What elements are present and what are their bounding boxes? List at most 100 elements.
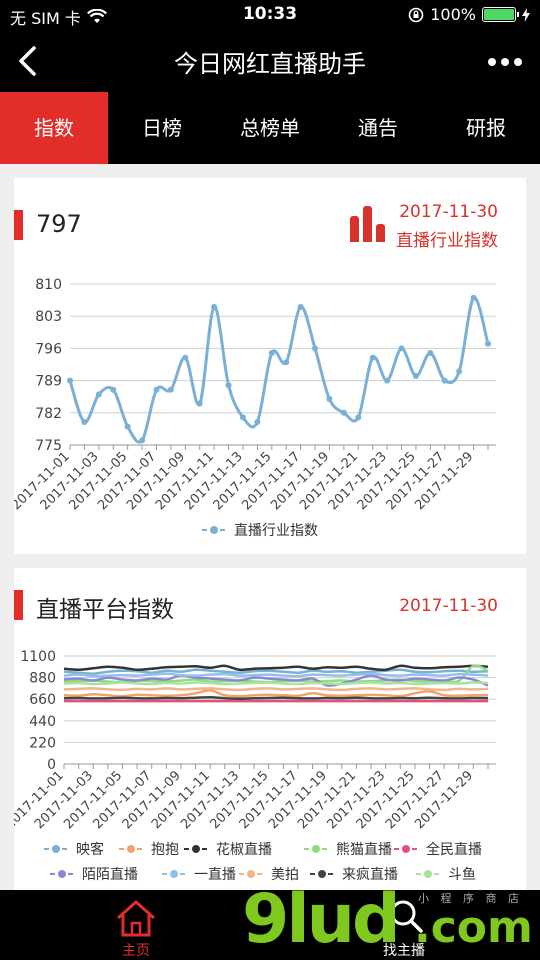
more-dots-icon[interactable] <box>488 58 522 66</box>
data-point <box>412 373 419 379</box>
platform-date: 2017-11-30 <box>399 596 498 616</box>
page-title: 今日网红直播助手 <box>174 50 366 78</box>
data-point <box>153 386 160 393</box>
legend-item[interactable]: 映客 <box>44 841 104 858</box>
data-point <box>470 294 477 301</box>
legend-item[interactable]: 陌陌直播 <box>50 866 138 883</box>
legend-marker <box>210 526 218 534</box>
find-anchor-label: 找主播 <box>383 943 425 959</box>
legend-marker <box>127 845 135 853</box>
industry-index-card: 797 2017-11-30 直播行业指数 775 782 789 796 803 810… <box>14 178 526 554</box>
tab-notice[interactable]: 通告 <box>358 116 398 140</box>
data-point <box>340 409 347 416</box>
platform-index-card: 直播平台指数 2017-11-30 0 220 440 660 880 1100 2017-… <box>14 568 526 898</box>
platform-title: 直播平台指数 <box>36 597 174 623</box>
y-tick-label: 440 <box>29 714 56 730</box>
tab-daily[interactable]: 日榜 <box>142 116 182 140</box>
legend-item[interactable]: 美拍 <box>239 867 299 883</box>
series-line <box>63 672 489 678</box>
y-tick-label: 789 <box>35 374 62 390</box>
tab-report[interactable]: 研报 <box>466 116 506 140</box>
legend-item[interactable]: 全民直播 <box>394 841 482 858</box>
home-tab[interactable]: 主页 <box>96 890 176 960</box>
industry-index-value: 797 <box>36 210 82 238</box>
series-line <box>63 695 489 700</box>
legend-label: 陌陌直播 <box>82 866 138 883</box>
series-line <box>68 296 490 444</box>
industry-date: 2017-11-30 <box>399 202 498 222</box>
legend-marker <box>247 870 255 878</box>
data-point <box>239 414 246 421</box>
tab-bar: 指数 日榜 总榜单 通告 研报 <box>0 92 540 164</box>
y-tick-label: 803 <box>35 309 62 325</box>
data-point <box>67 377 73 384</box>
data-point <box>110 386 117 393</box>
chevron-left-icon[interactable] <box>14 44 44 78</box>
legend-label: 一直播 <box>194 866 236 883</box>
data-point <box>441 377 448 384</box>
legend-label: 斗鱼 <box>448 866 476 883</box>
legend-item[interactable]: 来疯直播 <box>310 866 398 883</box>
legend-label: 熊猫直播 <box>336 841 392 858</box>
accent-bar <box>14 210 23 240</box>
y-tick-label: 220 <box>29 735 56 751</box>
rotation-lock-icon <box>408 7 424 22</box>
y-tick-label: 782 <box>35 406 62 422</box>
data-point <box>95 391 102 398</box>
data-point <box>196 400 203 407</box>
series-line <box>63 689 489 698</box>
data-point <box>81 419 88 425</box>
accent-bar <box>14 590 23 620</box>
data-point <box>182 354 189 361</box>
legend-item[interactable]: 熊猫直播 <box>304 841 392 858</box>
data-point <box>485 340 491 347</box>
legend-item[interactable]: 直播行业指数 <box>202 522 318 539</box>
legend-label: 直播行业指数 <box>234 522 318 539</box>
battery-percent: 100% <box>430 5 476 24</box>
data-point <box>456 368 463 375</box>
series-line <box>63 681 489 686</box>
legend-item[interactable]: 斗鱼 <box>416 866 476 883</box>
search-icon <box>390 900 423 933</box>
bar-chart-icon <box>350 206 388 242</box>
status-bar: 无 SIM 卡 10:33 100% <box>0 0 540 30</box>
tab-index[interactable]: 指数 <box>0 92 108 164</box>
legend-marker <box>52 845 60 853</box>
legend-item[interactable]: 一直播 <box>162 866 236 883</box>
data-point <box>312 345 319 352</box>
series-line <box>63 674 489 687</box>
industry-subtitle: 直播行业指数 <box>396 231 498 251</box>
wifi-icon <box>86 9 107 23</box>
data-point <box>124 423 131 430</box>
data-point <box>254 419 261 425</box>
find-anchor-tab[interactable]: 找主播 <box>364 890 444 960</box>
nav-bar: 今日网红直播助手 <box>0 30 540 92</box>
data-point <box>283 359 290 366</box>
legend-label: 花椒直播 <box>216 841 272 858</box>
legend-marker <box>58 870 66 878</box>
legend-label: 来疯直播 <box>342 866 398 883</box>
y-tick-label: 1100 <box>20 649 56 665</box>
carrier-text: 无 SIM 卡 <box>10 9 81 28</box>
y-tick-label: 796 <box>35 341 62 357</box>
series-line <box>63 687 489 692</box>
data-point <box>297 304 304 310</box>
data-point <box>398 345 405 352</box>
data-point <box>211 304 218 310</box>
data-point <box>427 350 434 356</box>
legend-label: 全民直播 <box>426 841 482 858</box>
legend-label: 抱抱 <box>151 842 179 858</box>
legend-item[interactable]: 花椒直播 <box>184 841 272 858</box>
y-tick-label: 810 <box>35 277 62 293</box>
tab-overall[interactable]: 总榜单 <box>240 116 300 140</box>
legend-label: 美拍 <box>271 867 299 883</box>
legend-item[interactable]: 抱抱 <box>119 842 179 858</box>
data-point <box>369 354 376 361</box>
y-tick-label: 0 <box>47 757 56 773</box>
legend-marker <box>170 870 178 878</box>
series-line <box>63 664 489 672</box>
y-tick-label: 660 <box>29 692 56 708</box>
data-point <box>268 350 275 356</box>
bottom-nav: 主页 找主播 <box>0 890 540 960</box>
home-icon <box>117 900 155 937</box>
